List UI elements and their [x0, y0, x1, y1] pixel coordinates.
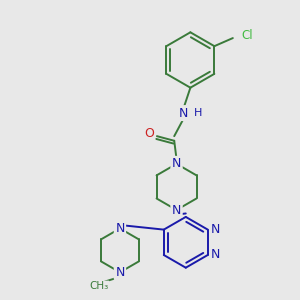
Text: CH₃: CH₃: [89, 281, 109, 291]
Text: N: N: [179, 106, 188, 120]
Text: N: N: [115, 266, 124, 279]
Text: N: N: [115, 222, 124, 235]
Text: H: H: [194, 108, 202, 118]
Text: O: O: [144, 127, 154, 140]
Text: N: N: [172, 203, 181, 217]
Text: Cl: Cl: [241, 29, 253, 42]
Text: N: N: [211, 248, 220, 262]
Text: N: N: [211, 223, 220, 236]
Text: N: N: [172, 157, 181, 170]
